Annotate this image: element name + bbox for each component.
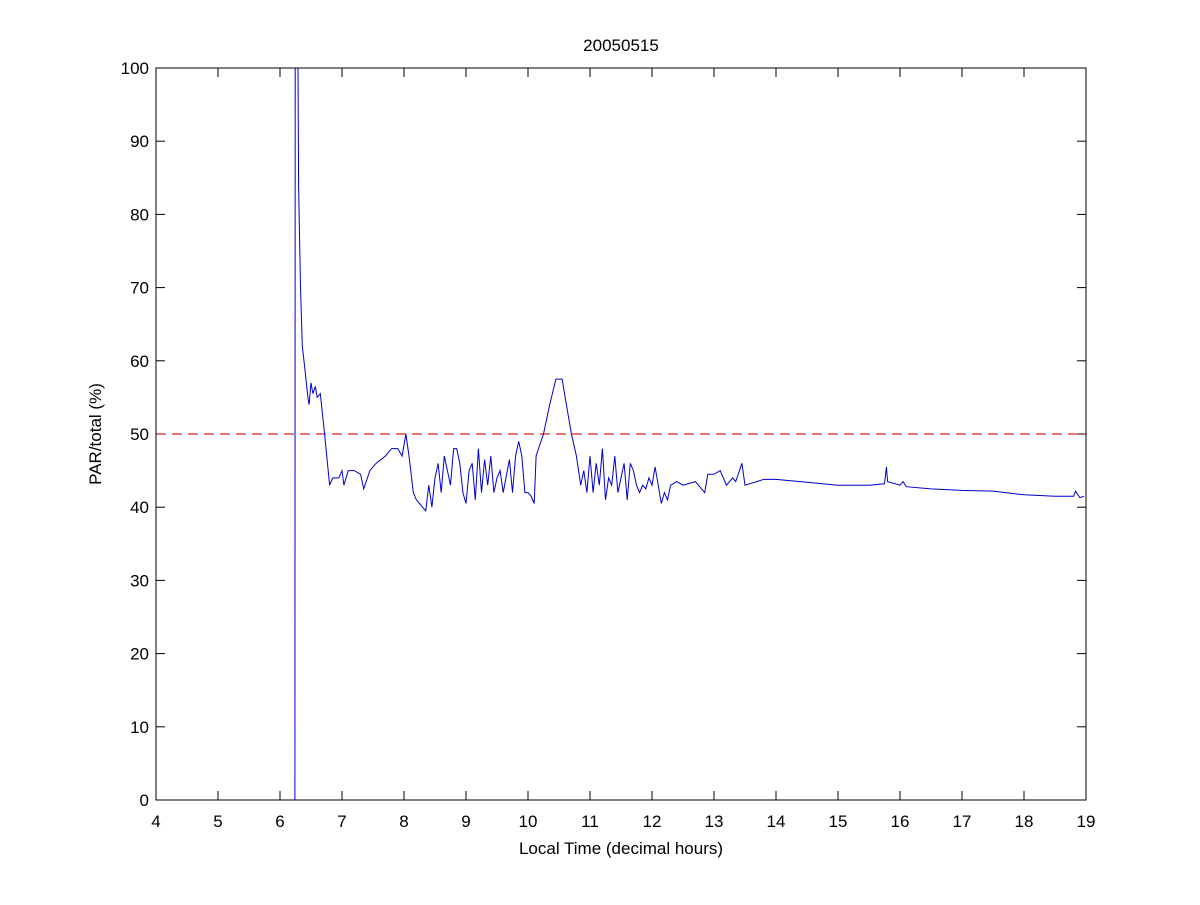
- x-tick-label: 18: [1015, 812, 1034, 831]
- y-tick-label: 30: [130, 571, 149, 590]
- x-tick-label: 8: [399, 812, 408, 831]
- y-tick-label: 50: [130, 425, 149, 444]
- y-tick-label: 20: [130, 645, 149, 664]
- axes-box: [155, 67, 1087, 801]
- x-tick-label: 19: [1077, 812, 1096, 831]
- chart-title: 20050515: [583, 36, 659, 55]
- x-tick-label: 4: [151, 812, 160, 831]
- x-tick-label: 13: [705, 812, 724, 831]
- y-axis-label: PAR/total (%): [86, 383, 105, 485]
- y-tick-label: 80: [130, 205, 149, 224]
- y-tick-label: 60: [130, 352, 149, 371]
- y-tick-label: 0: [140, 791, 149, 810]
- x-tick-label: 14: [767, 812, 786, 831]
- x-tick-label: 6: [275, 812, 284, 831]
- y-tick-label: 70: [130, 279, 149, 298]
- y-tick-label: 10: [130, 718, 149, 737]
- x-tick-label: 9: [461, 812, 470, 831]
- x-tick-label: 12: [643, 812, 662, 831]
- x-axis-label: Local Time (decimal hours): [519, 839, 723, 858]
- x-tick-label: 17: [953, 812, 972, 831]
- x-tick-label: 15: [829, 812, 848, 831]
- x-tick-label: 11: [581, 812, 599, 831]
- x-tick-label: 10: [519, 812, 538, 831]
- y-tick-label: 100: [121, 59, 149, 78]
- x-tick-label: 5: [213, 812, 222, 831]
- x-tick-label: 16: [891, 812, 910, 831]
- series-line-par-total: [294, 67, 1085, 801]
- y-tick-label: 90: [130, 132, 149, 151]
- y-tick-label: 40: [130, 498, 149, 517]
- x-tick-label: 7: [337, 812, 346, 831]
